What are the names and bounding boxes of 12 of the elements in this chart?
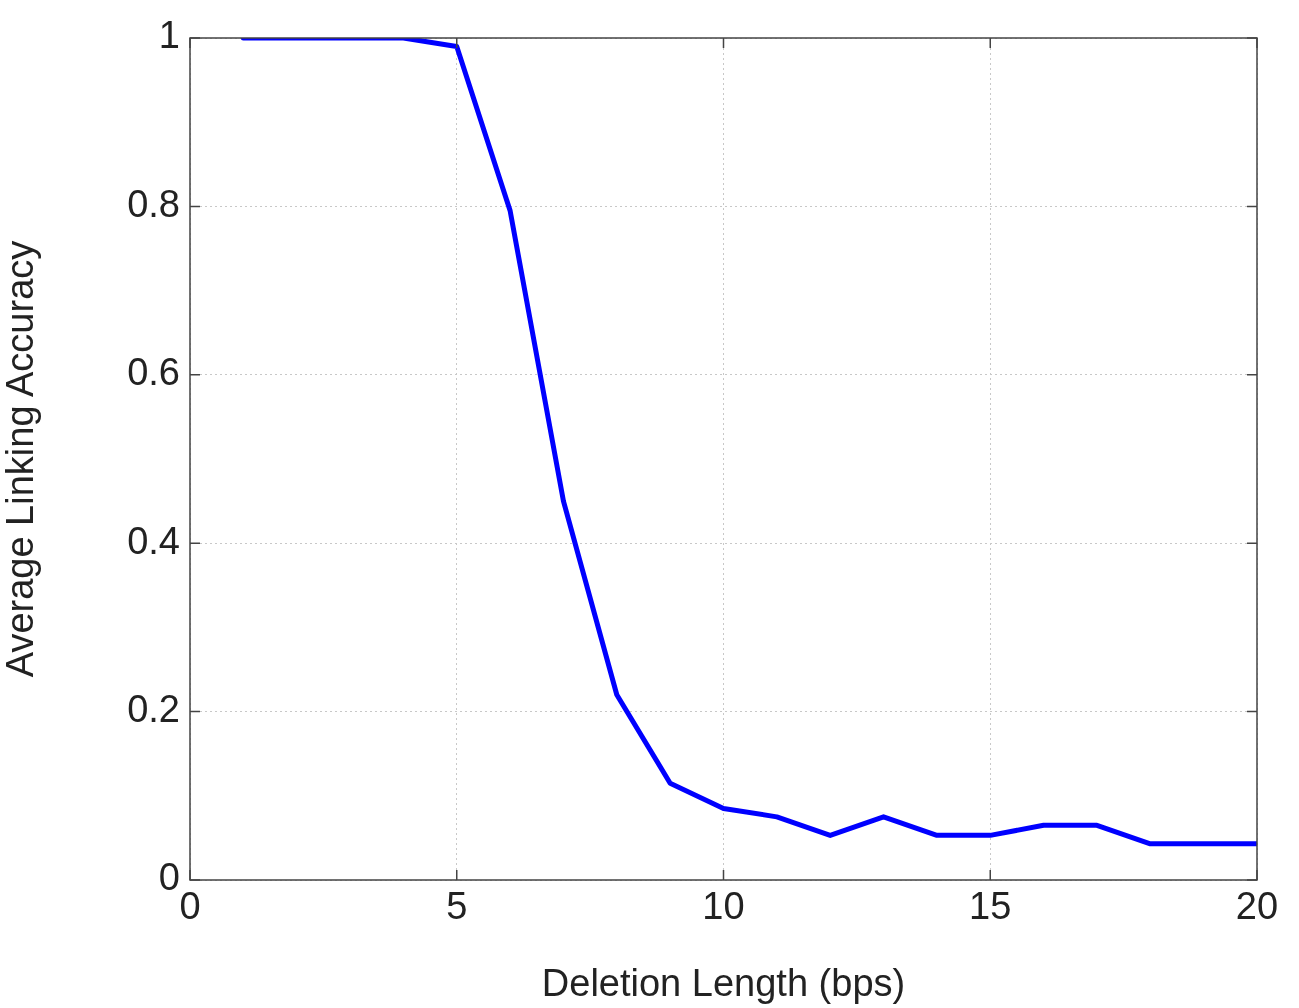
y-tick-label: 1 xyxy=(158,14,180,57)
y-tick-label: 0 xyxy=(158,856,180,899)
y-tick-label: 0.2 xyxy=(127,688,180,731)
x-tick-label: 5 xyxy=(446,885,468,928)
y-tick-label: 0.8 xyxy=(127,182,180,225)
x-tick-label: 15 xyxy=(969,885,1012,928)
x-tick-label: 10 xyxy=(702,885,745,928)
x-axis-title: Deletion Length (bps) xyxy=(541,961,906,1004)
x-tick-label: 20 xyxy=(1235,885,1279,928)
y-tick-label: 0.6 xyxy=(127,351,180,394)
y-tick-label: 0.4 xyxy=(127,519,180,562)
y-axis-title: Average Linking Accuracy xyxy=(0,240,42,678)
